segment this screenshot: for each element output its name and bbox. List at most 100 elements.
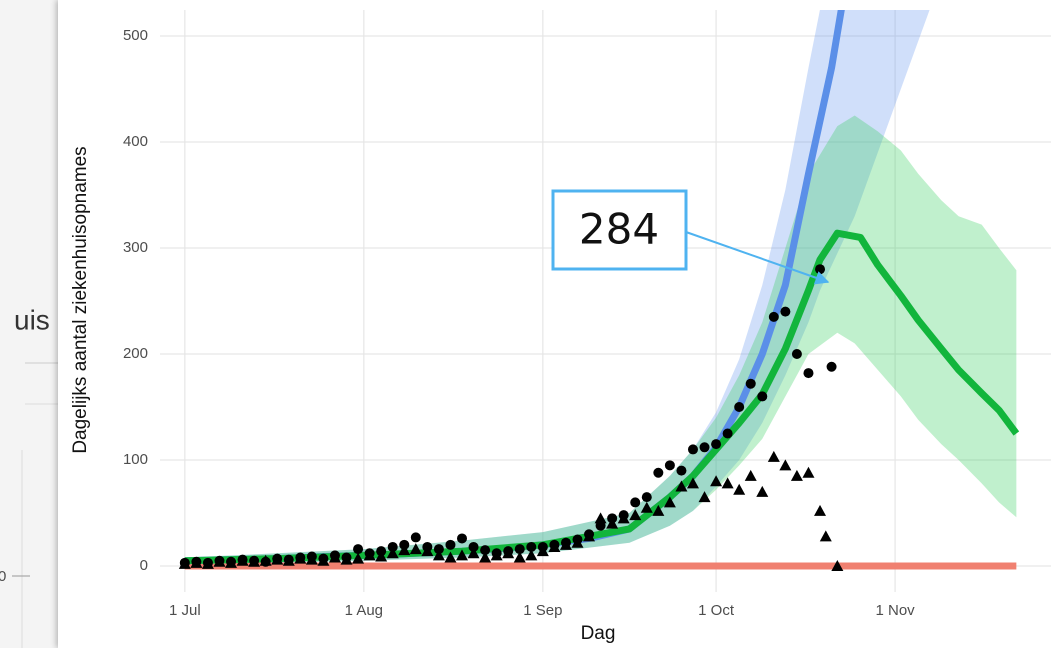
triangle-point <box>652 504 665 516</box>
triangle-point <box>317 554 330 566</box>
background-text: uis <box>14 304 50 335</box>
triangle-point <box>178 557 191 569</box>
circle-point <box>676 465 687 476</box>
axis-labels: 0 100 200 300 400 500 1 Jul 1 Aug 1 Sep 1 Oct 1 No… <box>123 27 915 619</box>
annotation: 284 <box>551 189 830 285</box>
circle-point <box>757 391 768 402</box>
triangle-point <box>571 536 584 548</box>
triangle-point <box>831 560 844 572</box>
y-tick-label: 400 <box>123 133 148 150</box>
triangle-point <box>340 553 353 565</box>
circle-point <box>445 539 456 550</box>
plot-area <box>178 10 1020 572</box>
triangle-point <box>802 466 815 478</box>
circle-point <box>711 439 722 450</box>
triangle-point <box>617 512 630 524</box>
triangle-point <box>328 551 341 563</box>
circle-point <box>353 544 364 555</box>
circle-point <box>791 349 802 360</box>
triangle-point <box>756 485 769 497</box>
triangle-point <box>594 512 607 524</box>
y-tick-label: 200 <box>123 345 148 362</box>
y-tick-label: 100 <box>123 451 148 468</box>
triangle-point <box>686 477 699 489</box>
triangle-point <box>305 553 318 565</box>
y-tick-label: 300 <box>123 239 148 256</box>
triangle-point <box>513 551 526 563</box>
chart: 0 100 200 300 400 500 1 Jul 1 Aug 1 Sep 1 Oct 1 No… <box>70 10 1051 644</box>
triangle-point <box>386 547 399 559</box>
triangle-point <box>548 540 561 552</box>
annotation-arrow <box>685 231 830 285</box>
triangle-point <box>767 450 780 462</box>
triangle-point <box>490 549 503 561</box>
triangle-point <box>733 483 746 495</box>
circle-point <box>630 497 641 508</box>
triangle-point <box>698 491 711 503</box>
background-tick-label: 0 <box>0 568 6 585</box>
triangle-point <box>606 517 619 529</box>
triangle-point <box>259 554 272 566</box>
annotation-text: 284 <box>579 205 659 254</box>
y-tick-label: 0 <box>140 557 148 574</box>
triangle-point <box>467 547 480 559</box>
triangle-point <box>282 554 295 566</box>
circle-point <box>699 442 710 453</box>
x-tick-label: 1 Aug <box>345 602 383 619</box>
triangle-point <box>201 557 214 569</box>
triangle-point <box>421 545 434 557</box>
circle-point <box>514 544 525 555</box>
circle-point <box>780 306 791 317</box>
triangle-point <box>409 543 422 555</box>
circle-point <box>826 361 837 372</box>
x-tick-label: 1 Jul <box>169 602 201 619</box>
triangle-point <box>525 549 538 561</box>
triangle-point <box>559 538 572 550</box>
circle-point <box>457 533 468 544</box>
triangle-point <box>744 469 757 481</box>
triangle-point <box>502 547 515 559</box>
triangle-point <box>375 550 388 562</box>
x-axis-title: Dag <box>581 623 616 644</box>
y-axis-title: Dagelijks aantal ziekenhuisopnames <box>70 146 91 453</box>
triangle-point <box>675 480 688 492</box>
ribbon <box>184 10 930 565</box>
x-tick-label: 1 Oct <box>698 602 735 619</box>
triangle-point <box>629 509 642 521</box>
triangle-point <box>190 556 203 568</box>
triangle-point <box>236 554 249 566</box>
triangle-point <box>819 530 832 542</box>
circle-point <box>815 264 826 275</box>
ribbon <box>184 115 1017 565</box>
circle-point <box>768 311 779 322</box>
triangle-point <box>814 504 827 516</box>
circle-point <box>653 467 664 478</box>
circle-point <box>687 444 698 455</box>
circle-point <box>433 544 444 555</box>
triangle-point <box>779 459 792 471</box>
circle-point <box>722 428 733 439</box>
triangle-point <box>248 555 261 567</box>
triangle-point <box>479 551 492 563</box>
circle-point <box>387 541 398 552</box>
circle-point <box>734 402 745 413</box>
triangle-point <box>663 496 676 508</box>
circle-point <box>664 460 675 471</box>
triangle-point <box>721 477 734 489</box>
triangle-point <box>294 552 307 564</box>
triangle-point <box>444 551 457 563</box>
triangle-point <box>363 549 376 561</box>
triangle-point <box>398 544 411 556</box>
triangle-point <box>213 555 226 567</box>
circle-point <box>641 492 652 503</box>
triangle-point <box>536 545 549 557</box>
triangle-point <box>790 469 803 481</box>
circle-point <box>803 368 814 379</box>
triangle-point <box>225 556 238 568</box>
annotation-box <box>551 189 688 271</box>
circle-point <box>745 378 756 389</box>
triangle-point <box>271 553 284 565</box>
x-tick-label: 1 Nov <box>875 602 915 619</box>
triangle-point <box>640 501 653 513</box>
